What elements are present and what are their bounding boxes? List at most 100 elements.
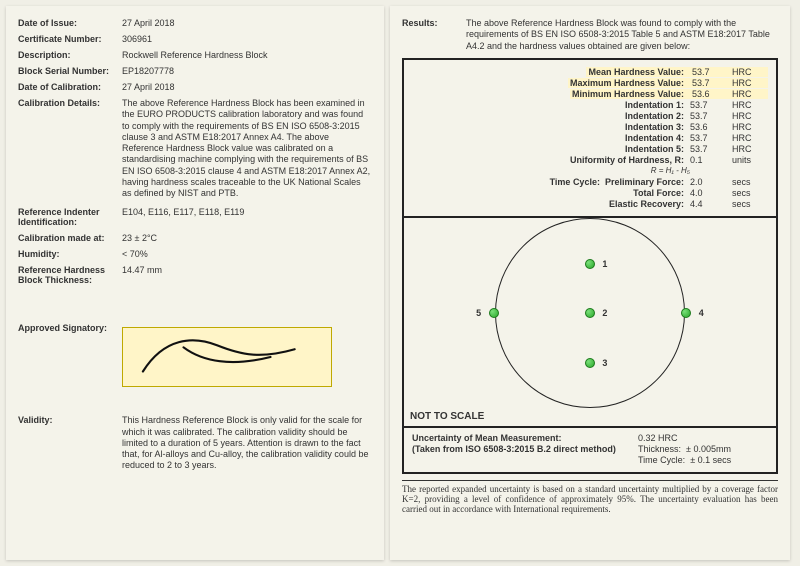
field-results: Results: The above Reference Hardness Bl… bbox=[402, 18, 778, 52]
value: 0.32 HRC bbox=[638, 433, 768, 443]
certificate-right-page: Results: The above Reference Hardness Bl… bbox=[390, 6, 790, 560]
unit: secs bbox=[730, 199, 768, 209]
field-description: Description: Rockwell Reference Hardness… bbox=[18, 50, 372, 60]
field-approved-signatory: Approved Signatory: bbox=[18, 323, 372, 387]
row-indentation-4: Indentation 4:53.7HRC bbox=[412, 133, 768, 143]
value: 53.7 bbox=[690, 100, 730, 110]
label: Indentation 1: bbox=[625, 100, 690, 110]
row-elastic-recovery: Elastic Recovery: 4.4 secs bbox=[412, 199, 768, 209]
unit: HRC bbox=[730, 144, 768, 154]
row-uncertainty-timecycle: Time Cycle: ± 0.1 secs bbox=[412, 455, 768, 465]
label: Humidity: bbox=[18, 249, 118, 259]
label: Certificate Number: bbox=[18, 34, 118, 44]
value: 53.7 bbox=[690, 133, 730, 143]
value: 306961 bbox=[118, 34, 372, 44]
unit: HRC bbox=[730, 100, 768, 110]
label: Total Force: bbox=[633, 188, 690, 198]
row-indentation-3: Indentation 3:53.6HRC bbox=[412, 122, 768, 132]
label: Indentation 3: bbox=[625, 122, 690, 132]
row-total-force: Total Force: 4.0 secs bbox=[412, 188, 768, 198]
field-calibration-made-at: Calibration made at: 23 ± 2°C bbox=[18, 233, 372, 243]
uncertainty-box: Uncertainty of Mean Measurement: 0.32 HR… bbox=[402, 428, 778, 474]
value: This Hardness Reference Block is only va… bbox=[118, 415, 372, 471]
indent-point-2 bbox=[585, 308, 595, 318]
field-certificate-number: Certificate Number: 306961 bbox=[18, 34, 372, 44]
value: ± 0.005mm bbox=[686, 444, 731, 454]
indentation-diagram: 12345 bbox=[404, 218, 776, 409]
field-calibration-details: Calibration Details: The above Reference… bbox=[18, 98, 372, 199]
row-uniformity: Uniformity of Hardness, R: 0.1 units bbox=[412, 155, 768, 165]
label: Reference Hardness Block Thickness: bbox=[18, 265, 118, 285]
value: 2.0 bbox=[690, 177, 730, 187]
label: Date of Calibration: bbox=[18, 82, 118, 92]
method-label: (Taken from ISO 6508-3:2015 B.2 direct m… bbox=[412, 444, 638, 454]
indent-point-label-2: 2 bbox=[602, 308, 607, 318]
indent-point-label-3: 3 bbox=[602, 358, 607, 368]
unit: HRC bbox=[730, 122, 768, 132]
value: The above Reference Hardness Block has b… bbox=[118, 98, 372, 199]
value: 23 ± 2°C bbox=[118, 233, 372, 243]
signature-box bbox=[122, 327, 332, 387]
label: Minimum Hardness Value: bbox=[570, 89, 690, 99]
indent-point-5 bbox=[489, 308, 499, 318]
row-min-hardness: Minimum Hardness Value: 53.6 HRC bbox=[412, 89, 768, 99]
indent-point-label-1: 1 bbox=[602, 259, 607, 269]
value: 27 April 2018 bbox=[118, 18, 372, 28]
label: Description: bbox=[18, 50, 118, 60]
unit: HRC bbox=[730, 111, 768, 121]
value: E104, E116, E117, E118, E119 bbox=[118, 207, 372, 227]
row-mean-hardness: Mean Hardness Value: 53.7 HRC bbox=[412, 67, 768, 77]
unit: HRC bbox=[730, 78, 768, 88]
unit: units bbox=[730, 155, 768, 165]
hardness-results-box: Mean Hardness Value: 53.7 HRC Maximum Ha… bbox=[402, 58, 778, 218]
row-uncertainty-mean: Uncertainty of Mean Measurement: 0.32 HR… bbox=[412, 433, 768, 443]
value: 4.0 bbox=[690, 188, 730, 198]
field-block-thickness: Reference Hardness Block Thickness: 14.4… bbox=[18, 265, 372, 285]
label: Block Serial Number: bbox=[18, 66, 118, 76]
unit: secs bbox=[730, 177, 768, 187]
label: Uniformity of Hardness, R: bbox=[570, 155, 690, 165]
row-time-cycle-prelim: Time Cycle: Preliminary Force: 2.0 secs bbox=[412, 177, 768, 187]
label: Indentation 4: bbox=[625, 133, 690, 143]
row-indentation-5: Indentation 5:53.7HRC bbox=[412, 144, 768, 154]
value: Rockwell Reference Hardness Block bbox=[118, 50, 372, 60]
indent-point-4 bbox=[681, 308, 691, 318]
field-calibration-date: Date of Calibration: 27 April 2018 bbox=[18, 82, 372, 92]
value: The above Reference Hardness Block was f… bbox=[462, 18, 778, 52]
value: 53.7 bbox=[690, 78, 730, 88]
certificate-left-page: Date of Issue: 27 April 2018 Certificate… bbox=[6, 6, 384, 560]
label: Date of Issue: bbox=[18, 18, 118, 28]
label: Preliminary Force: bbox=[605, 177, 684, 187]
field-validity: Validity: This Hardness Reference Block … bbox=[18, 415, 372, 471]
label: Thickness: bbox=[638, 444, 681, 454]
unit: HRC bbox=[730, 133, 768, 143]
value: 53.6 bbox=[690, 122, 730, 132]
value: 53.6 bbox=[690, 89, 730, 99]
value: 14.47 mm bbox=[118, 265, 372, 285]
row-max-hardness: Maximum Hardness Value: 53.7 HRC bbox=[412, 78, 768, 88]
value: 53.7 bbox=[690, 67, 730, 77]
row-indentation-1: Indentation 1:53.7HRC bbox=[412, 100, 768, 110]
value: 27 April 2018 bbox=[118, 82, 372, 92]
uncertainty-footnote: The reported expanded uncertainty is bas… bbox=[402, 480, 778, 515]
label: Calibration made at: bbox=[18, 233, 118, 243]
unit: HRC bbox=[730, 67, 768, 77]
value: EP18207778 bbox=[118, 66, 372, 76]
field-date-of-issue: Date of Issue: 27 April 2018 bbox=[18, 18, 372, 28]
not-to-scale-label: NOT TO SCALE bbox=[404, 409, 776, 426]
unit: secs bbox=[730, 188, 768, 198]
indentation-diagram-box: 12345 NOT TO SCALE bbox=[402, 218, 778, 428]
field-indenter-id: Reference Indenter Identification: E104,… bbox=[18, 207, 372, 227]
label: Validity: bbox=[18, 415, 118, 471]
indent-point-1 bbox=[585, 259, 595, 269]
label: Time Cycle: bbox=[638, 455, 685, 465]
label: Indentation 2: bbox=[625, 111, 690, 121]
field-serial-number: Block Serial Number: EP18207778 bbox=[18, 66, 372, 76]
label: Reference Indenter Identification: bbox=[18, 207, 118, 227]
row-uncertainty-thickness: (Taken from ISO 6508-3:2015 B.2 direct m… bbox=[412, 444, 768, 454]
uniformity-formula: R = H₁ - H₅ bbox=[412, 166, 768, 175]
value: 53.7 bbox=[690, 144, 730, 154]
value: < 70% bbox=[118, 249, 372, 259]
unit: HRC bbox=[730, 89, 768, 99]
field-humidity: Humidity: < 70% bbox=[18, 249, 372, 259]
